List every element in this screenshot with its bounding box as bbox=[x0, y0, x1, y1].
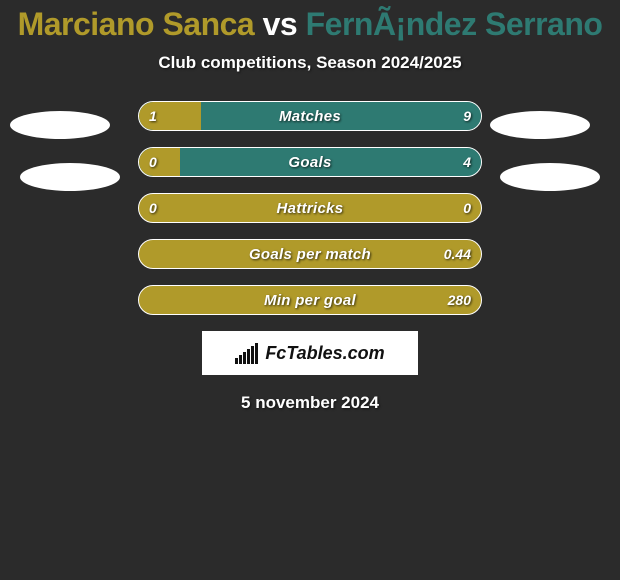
decorative-oval bbox=[500, 163, 600, 191]
decorative-oval bbox=[20, 163, 120, 191]
stat-bar: 04Goals bbox=[138, 147, 482, 177]
stat-bar: 00Hattricks bbox=[138, 193, 482, 223]
decorative-oval bbox=[490, 111, 590, 139]
date-text: 5 november 2024 bbox=[0, 393, 620, 413]
bar-label: Goals per match bbox=[139, 240, 481, 268]
stat-bar: 19Matches bbox=[138, 101, 482, 131]
logo-box: FcTables.com bbox=[202, 331, 418, 375]
bar-label: Matches bbox=[139, 102, 481, 130]
stat-bar: 280Min per goal bbox=[138, 285, 482, 315]
bar-label: Hattricks bbox=[139, 194, 481, 222]
comparison-title: Marciano Sanca vs FernÃ¡ndez Serrano bbox=[0, 0, 620, 43]
bar-label: Min per goal bbox=[139, 286, 481, 314]
bars-container: 19Matches 04Goals 00Hattricks 0.44Goals per… bbox=[138, 101, 482, 315]
player1-name: Marciano Sanca bbox=[18, 6, 255, 42]
vs-text: vs bbox=[263, 6, 298, 42]
chart-stage: 19Matches 04Goals 00Hattricks 0.44Goals per… bbox=[0, 101, 620, 315]
bars-icon bbox=[235, 342, 261, 364]
decorative-oval bbox=[10, 111, 110, 139]
player2-name: FernÃ¡ndez Serrano bbox=[306, 6, 603, 42]
logo-text: FcTables.com bbox=[265, 343, 384, 364]
bar-label: Goals bbox=[139, 148, 481, 176]
stat-bar: 0.44Goals per match bbox=[138, 239, 482, 269]
subtitle: Club competitions, Season 2024/2025 bbox=[0, 53, 620, 73]
logo: FcTables.com bbox=[235, 342, 384, 364]
